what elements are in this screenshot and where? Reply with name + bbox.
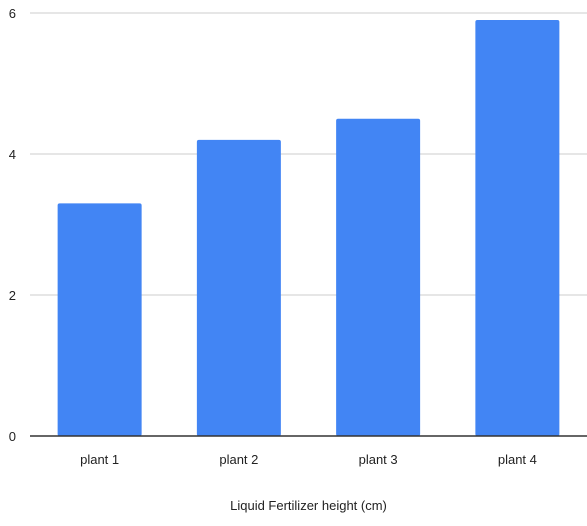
- x-axis-tick-label: plant 2: [219, 452, 258, 467]
- y-axis-tick-label: 2: [9, 288, 16, 303]
- x-axis-title: Liquid Fertilizer height (cm): [230, 498, 387, 513]
- x-axis-tick-label: plant 4: [498, 452, 537, 467]
- bar-series: [57, 20, 560, 437]
- bar-plant-3: [336, 118, 421, 436]
- x-axis-tick-label: plant 1: [80, 452, 119, 467]
- y-axis-tick-labels: 0 2 4 6: [9, 6, 16, 444]
- bar-plant-1: [57, 203, 142, 436]
- y-axis-tick-label: 6: [9, 6, 16, 21]
- x-axis-tick-labels: plant 1 plant 2 plant 3 plant 4: [80, 452, 537, 467]
- bar-plant-2: [196, 139, 281, 436]
- bar-plant-4: [475, 20, 560, 437]
- x-axis-tick-label: plant 3: [359, 452, 398, 467]
- y-axis-tick-label: 4: [9, 147, 16, 162]
- y-axis-tick-label: 0: [9, 429, 16, 444]
